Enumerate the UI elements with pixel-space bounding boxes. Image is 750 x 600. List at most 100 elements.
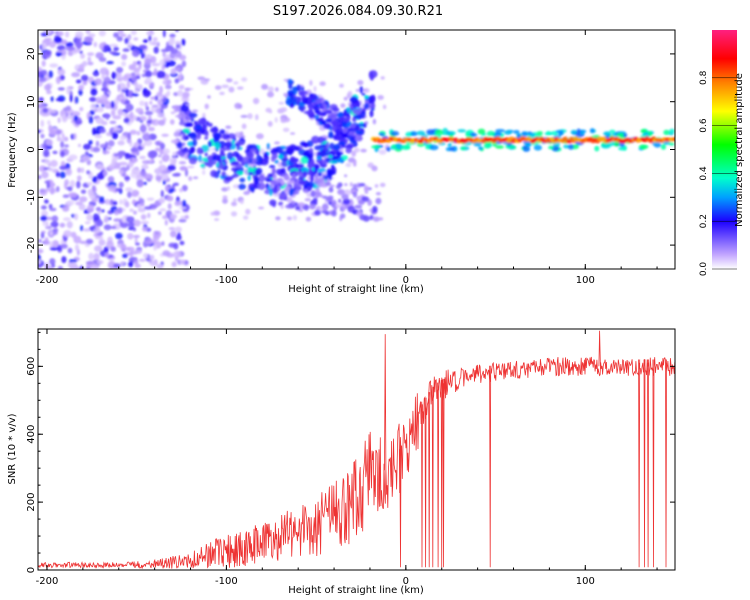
heatmap-cell	[300, 90, 308, 95]
colorbar-tick-label: 0.0	[699, 262, 709, 277]
heatmap-cell	[278, 154, 284, 159]
heatmap-cell	[288, 82, 293, 90]
heatmap-cell	[448, 146, 456, 152]
heatmap-cell	[536, 131, 543, 136]
heatmap-cell	[57, 87, 65, 91]
heatmap-cell	[126, 80, 131, 89]
heatmap-cell	[390, 131, 400, 136]
heatmap-cell	[154, 95, 159, 101]
heatmap-cell	[49, 40, 57, 48]
heatmap-cell	[51, 263, 56, 268]
heatmap-cell	[341, 193, 349, 200]
heatmap-cell	[340, 103, 346, 108]
heatmap-cell	[370, 94, 376, 103]
heatmap-cell	[142, 133, 152, 141]
heatmap-cell	[663, 141, 669, 145]
heatmap-cell	[173, 131, 181, 137]
heatmap-cell	[267, 121, 273, 127]
heatmap-cell	[106, 240, 114, 249]
heatmap-cell	[126, 247, 131, 251]
heatmap-cell	[313, 86, 317, 92]
heatmap-cell	[96, 106, 104, 113]
x-tick-label: -100	[215, 576, 238, 587]
heatmap-cell	[351, 150, 357, 157]
heatmap-cell	[165, 84, 172, 90]
heatmap-cell	[330, 212, 333, 216]
heatmap-cell	[170, 48, 178, 54]
heatmap-cell	[338, 141, 346, 146]
heatmap-cell	[131, 49, 140, 57]
heatmap-cell	[90, 88, 98, 96]
heatmap-cell	[246, 151, 255, 159]
heatmap-cell	[239, 131, 244, 136]
heatmap-cell	[525, 142, 532, 148]
heatmap-cell	[252, 97, 260, 105]
heatmap-cell	[335, 151, 344, 156]
heatmap-cell	[140, 52, 146, 59]
heatmap-cell	[429, 144, 439, 151]
heatmap-cell	[125, 216, 135, 223]
heatmap-cell	[85, 30, 91, 35]
heatmap-cell	[83, 143, 92, 150]
heatmap-cell	[107, 176, 115, 183]
heatmap-cell	[110, 225, 117, 230]
heatmap-cell	[217, 155, 222, 164]
heatmap-cell	[72, 48, 81, 53]
heatmap-cell	[149, 254, 155, 261]
heatmap-cell	[153, 46, 159, 54]
heatmap-cell	[160, 190, 164, 198]
heatmap-cell	[188, 176, 193, 182]
heatmap-cell	[257, 174, 266, 183]
heatmap-cell	[386, 146, 391, 152]
heatmap-cell	[130, 30, 137, 36]
heatmap-cell	[92, 70, 100, 77]
heatmap-cell	[243, 215, 249, 220]
heatmap-cell	[75, 96, 79, 104]
heatmap-cell	[120, 243, 127, 252]
heatmap-cell	[306, 186, 312, 192]
heatmap-cell	[193, 120, 198, 124]
heatmap-cell	[372, 205, 378, 213]
heatmap-cell	[173, 242, 179, 250]
heatmap-cell	[238, 183, 246, 190]
heatmap-cell	[127, 132, 131, 140]
heatmap-cell	[181, 97, 190, 102]
heatmap-cell	[345, 147, 353, 154]
heatmap-cell	[263, 151, 269, 159]
heatmap-cell	[169, 213, 178, 220]
heatmap-cell	[336, 112, 344, 118]
heatmap-cell	[182, 92, 190, 99]
heatmap-cell	[57, 68, 66, 76]
heatmap-cell	[177, 89, 184, 97]
heatmap-cell	[93, 41, 98, 48]
heatmap-cell	[95, 96, 102, 104]
heatmap-cell	[188, 112, 198, 118]
heatmap-cell	[136, 204, 141, 209]
heatmap-cell	[318, 112, 327, 117]
heatmap-cell	[122, 253, 128, 258]
heatmap-cell	[147, 212, 151, 219]
heatmap-cell	[114, 188, 123, 192]
heatmap-cell	[241, 123, 247, 130]
heatmap-cell	[132, 219, 141, 227]
heatmap-cell	[98, 196, 105, 202]
heatmap-cell	[275, 87, 279, 92]
heatmap-cell	[59, 165, 67, 171]
heatmap-cell	[90, 103, 97, 111]
heatmap-cell	[108, 140, 115, 147]
heatmap-cell	[67, 50, 74, 57]
heatmap-cell	[336, 184, 341, 189]
heatmap-cell	[41, 210, 48, 217]
heatmap-cell	[124, 37, 129, 44]
heatmap-cell	[62, 205, 70, 212]
heatmap-cell	[120, 261, 125, 266]
heatmap-cell	[150, 56, 157, 64]
heatmap-cell	[38, 97, 44, 102]
heatmap-cell	[159, 85, 163, 94]
heatmap-cell	[42, 107, 49, 114]
heatmap-cell	[274, 159, 280, 164]
heatmap-cell	[651, 141, 659, 146]
heatmap-cell	[52, 240, 59, 248]
heatmap-cell	[364, 95, 369, 99]
heatmap-cell	[269, 165, 276, 169]
